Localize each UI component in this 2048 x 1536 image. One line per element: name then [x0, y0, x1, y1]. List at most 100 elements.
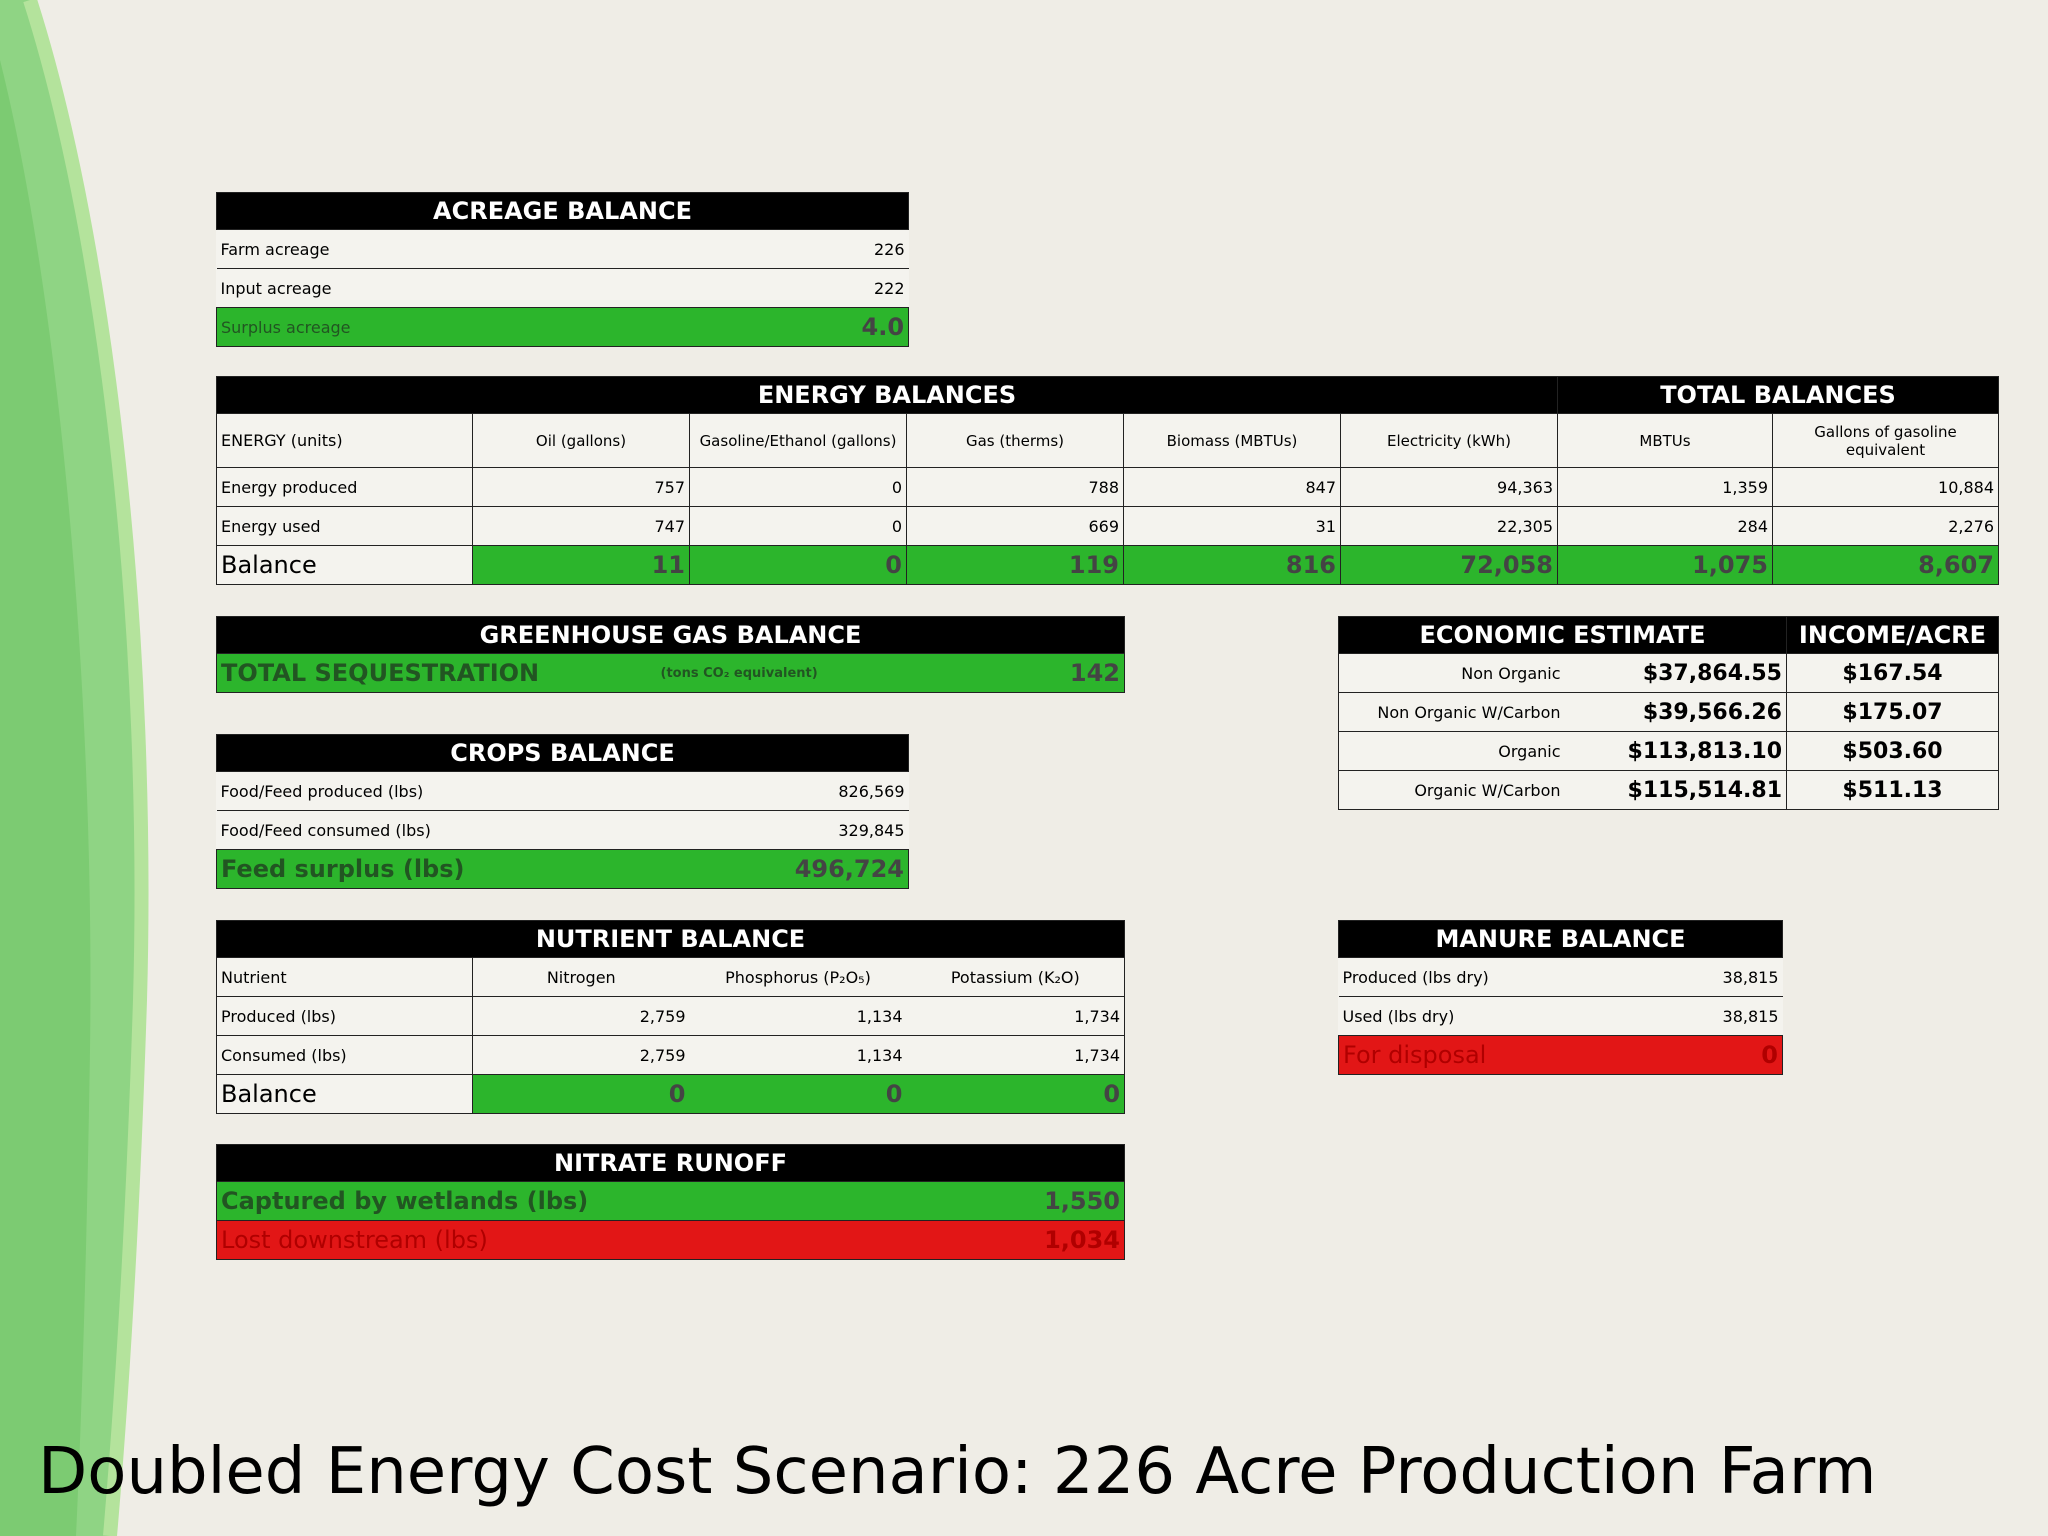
nutrient-balance-table: NUTRIENT BALANCE Nutrient Nitrogen Phosp…: [215, 920, 1126, 1114]
economic-estimate-table: ECONOMIC ESTIMATE INCOME/ACRE Non Organi…: [1338, 616, 1999, 810]
energy-used-electricity: 22,305: [1340, 506, 1558, 546]
income-acre-header: INCOME/ACRE: [1786, 616, 1999, 654]
total-sequestration-value: 142: [1016, 653, 1126, 693]
gas-column-header: Gas (therms): [906, 413, 1124, 468]
nutrient-produced-label: Produced (lbs): [216, 996, 473, 1036]
energy-produced-label: Energy produced: [216, 467, 473, 507]
acreage-balance-table: ACREAGE BALANCE Farm acreage 226 Input a…: [215, 192, 910, 347]
energy-produced-gasoline: 0: [689, 467, 907, 507]
energy-used-label: Energy used: [216, 506, 473, 546]
energy-balance-gallons: 8,607: [1772, 545, 1999, 585]
organic-carbon-income: $511.13: [1786, 770, 1999, 810]
acreage-header: ACREAGE BALANCE: [215, 192, 910, 230]
lost-downstream-value: 1,034: [976, 1220, 1126, 1260]
energy-used-oil: 747: [472, 506, 690, 546]
manure-used-label: Used (lbs dry): [1338, 996, 1659, 1036]
organic-carbon-value: $115,514.81: [1564, 770, 1787, 810]
manure-produced-value: 38,815: [1658, 957, 1783, 997]
economic-header: ECONOMIC ESTIMATE: [1338, 616, 1787, 654]
nitrate-header: NITRATE RUNOFF: [215, 1144, 1126, 1182]
nutrient-balance-potassium: 0: [906, 1074, 1126, 1114]
energy-header: ENERGY BALANCES: [216, 376, 1558, 414]
farm-acreage-value: 226: [808, 229, 909, 269]
input-acreage-label: Input acreage: [216, 268, 809, 308]
food-consumed-value: 329,845: [748, 810, 909, 850]
organic-carbon-label: Organic W/Carbon: [1338, 770, 1565, 810]
energy-used-gasoline: 0: [689, 506, 907, 546]
energy-produced-gallons: 10,884: [1772, 467, 1999, 507]
energy-balance-oil: 11: [472, 545, 690, 585]
energy-balance-electricity: 72,058: [1340, 545, 1558, 585]
potassium-column-header: Potassium (K₂O): [906, 957, 1126, 997]
surplus-acreage-value: 4.0: [808, 307, 910, 347]
food-produced-label: Food/Feed produced (lbs): [216, 771, 749, 811]
energy-balance-label: Balance: [216, 545, 473, 585]
energy-used-mbtus: 284: [1557, 506, 1773, 546]
nutrient-produced-potassium: 1,734: [906, 996, 1126, 1036]
energy-used-gallons: 2,276: [1772, 506, 1999, 546]
food-consumed-label: Food/Feed consumed (lbs): [216, 810, 749, 850]
non-organic-carbon-label: Non Organic W/Carbon: [1338, 692, 1565, 732]
greenhouse-gas-table: GREENHOUSE GAS BALANCE TOTAL SEQUESTRATI…: [215, 616, 1126, 693]
for-disposal-value: 0: [1658, 1035, 1783, 1075]
nutrient-consumed-phosphorus: 1,134: [689, 1035, 907, 1075]
sequestration-unit: (tons CO₂ equivalent): [656, 653, 1017, 693]
farm-acreage-label: Farm acreage: [216, 229, 809, 269]
non-organic-income: $167.54: [1786, 653, 1999, 693]
organic-label: Organic: [1338, 731, 1565, 771]
nutrient-balance-phosphorus: 0: [689, 1074, 907, 1114]
energy-units-header: ENERGY (units): [216, 413, 473, 468]
manure-produced-label: Produced (lbs dry): [1338, 957, 1659, 997]
non-organic-carbon-income: $175.07: [1786, 692, 1999, 732]
energy-used-gas: 669: [906, 506, 1124, 546]
non-organic-carbon-value: $39,566.26: [1564, 692, 1787, 732]
nutrient-produced-nitrogen: 2,759: [472, 996, 690, 1036]
nutrient-balance-nitrogen: 0: [472, 1074, 690, 1114]
crops-header: CROPS BALANCE: [216, 734, 909, 772]
energy-produced-biomass: 847: [1123, 467, 1341, 507]
manure-used-value: 38,815: [1658, 996, 1783, 1036]
feed-surplus-label: Feed surplus (lbs): [216, 849, 749, 889]
energy-balance-gas: 119: [906, 545, 1124, 585]
energy-produced-electricity: 94,363: [1340, 467, 1558, 507]
non-organic-label: Non Organic: [1338, 653, 1565, 693]
energy-balance-biomass: 816: [1123, 545, 1341, 585]
nutrient-consumed-potassium: 1,734: [906, 1035, 1126, 1075]
energy-produced-mbtus: 1,359: [1557, 467, 1773, 507]
energy-produced-gas: 788: [906, 467, 1124, 507]
nitrate-runoff-table: NITRATE RUNOFF Captured by wetlands (lbs…: [215, 1144, 1126, 1260]
surplus-acreage-label: Surplus acreage: [216, 307, 809, 347]
nutrient-produced-phosphorus: 1,134: [689, 996, 907, 1036]
lost-downstream-label: Lost downstream (lbs): [216, 1220, 977, 1260]
ghg-header: GREENHOUSE GAS BALANCE: [215, 616, 1126, 654]
feed-surplus-value: 496,724: [748, 849, 909, 889]
total-sequestration-label: TOTAL SEQUESTRATION: [216, 653, 657, 693]
nutrient-header: NUTRIENT BALANCE: [215, 920, 1126, 958]
nutrient-column-header: Nutrient: [216, 957, 473, 997]
energy-balance-mbtus: 1,075: [1557, 545, 1773, 585]
crops-balance-table: CROPS BALANCE Food/Feed produced (lbs) 8…: [216, 734, 909, 889]
input-acreage-value: 222: [808, 268, 909, 308]
manure-header: MANURE BALANCE: [1338, 920, 1783, 958]
energy-balances-table: ENERGY BALANCES TOTAL BALANCES ENERGY (u…: [216, 376, 1999, 585]
nutrient-consumed-label: Consumed (lbs): [216, 1035, 473, 1075]
food-produced-value: 826,569: [748, 771, 909, 811]
slide-title: Doubled Energy Cost Scenario: 226 Acre P…: [38, 1435, 1877, 1509]
phosphorus-column-header: Phosphorus (P₂O₅): [689, 957, 907, 997]
biomass-column-header: Biomass (MBTUs): [1123, 413, 1341, 468]
non-organic-value: $37,864.55: [1564, 653, 1787, 693]
energy-balance-gasoline: 0: [689, 545, 907, 585]
nutrient-balance-label: Balance: [216, 1074, 473, 1114]
energy-used-biomass: 31: [1123, 506, 1341, 546]
mbtus-column-header: MBTUs: [1557, 413, 1773, 468]
captured-wetlands-label: Captured by wetlands (lbs): [216, 1181, 977, 1221]
gasoline-column-header: Gasoline/Ethanol (gallons): [689, 413, 907, 468]
nutrient-consumed-nitrogen: 2,759: [472, 1035, 690, 1075]
organic-value: $113,813.10: [1564, 731, 1787, 771]
nitrogen-column-header: Nitrogen: [472, 957, 690, 997]
total-balances-header: TOTAL BALANCES: [1557, 376, 1999, 414]
for-disposal-label: For disposal: [1338, 1035, 1659, 1075]
manure-balance-table: MANURE BALANCE Produced (lbs dry) 38,815…: [1338, 920, 1783, 1075]
gallons-equivalent-column-header: Gallons of gasoline equivalent: [1772, 413, 1999, 468]
